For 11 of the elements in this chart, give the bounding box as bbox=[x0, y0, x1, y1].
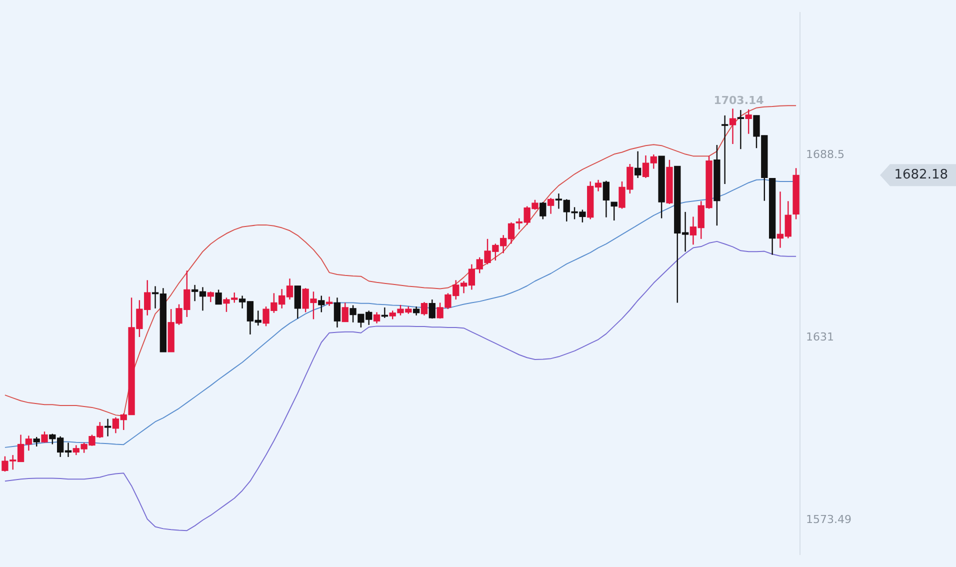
candlestick bbox=[714, 144, 720, 226]
y-tick-label: 1573.49 bbox=[806, 513, 852, 526]
annotation: 1703.14 bbox=[714, 94, 764, 108]
candlestick bbox=[792, 168, 800, 220]
candlestick bbox=[41, 430, 48, 444]
candlestick bbox=[745, 108, 752, 134]
text: 1682.18 bbox=[894, 168, 948, 183]
candlestick bbox=[658, 155, 665, 219]
y-tick-label: 1688.5 bbox=[806, 148, 844, 161]
y-tick-label: 1631 bbox=[806, 330, 834, 344]
candlestick bbox=[666, 159, 673, 205]
